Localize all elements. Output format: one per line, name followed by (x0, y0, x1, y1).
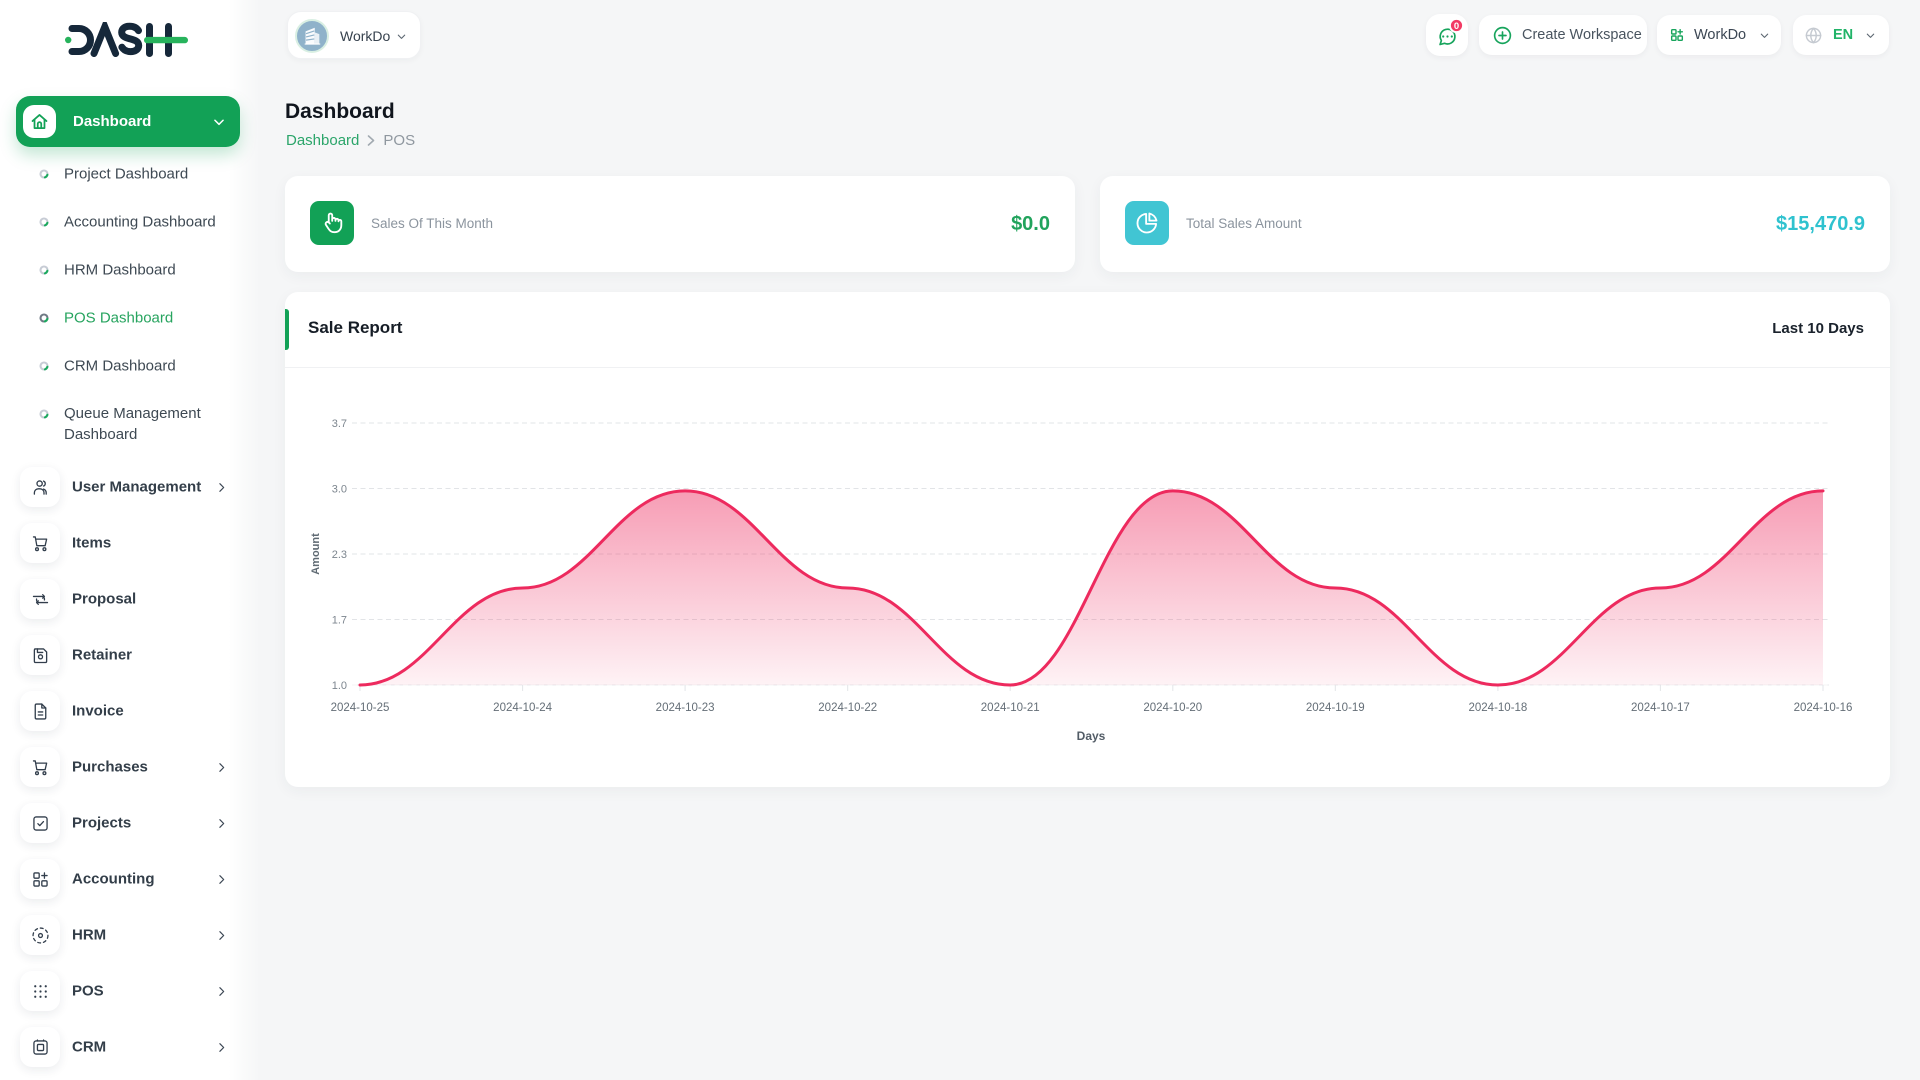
svg-text:2024-10-16: 2024-10-16 (1794, 702, 1853, 714)
svg-text:Days: Days (1077, 729, 1106, 743)
svg-text:2.3: 2.3 (332, 549, 347, 561)
svg-text:1.7: 1.7 (332, 615, 347, 627)
svg-text:2024-10-25: 2024-10-25 (331, 702, 390, 714)
svg-text:2024-10-23: 2024-10-23 (656, 702, 715, 714)
svg-text:2024-10-19: 2024-10-19 (1306, 702, 1365, 714)
svg-text:2024-10-21: 2024-10-21 (981, 702, 1040, 714)
svg-text:2024-10-24: 2024-10-24 (493, 702, 552, 714)
svg-text:3.0: 3.0 (332, 484, 347, 496)
svg-text:0: 0 (1454, 21, 1459, 32)
svg-text:2024-10-17: 2024-10-17 (1631, 702, 1690, 714)
svg-text:1.0: 1.0 (332, 680, 347, 692)
svg-text:3.7: 3.7 (332, 418, 347, 430)
svg-text:2024-10-18: 2024-10-18 (1468, 702, 1527, 714)
svg-text:Amount: Amount (310, 533, 322, 575)
svg-text:2024-10-22: 2024-10-22 (818, 702, 877, 714)
svg-text:2024-10-20: 2024-10-20 (1143, 702, 1202, 714)
